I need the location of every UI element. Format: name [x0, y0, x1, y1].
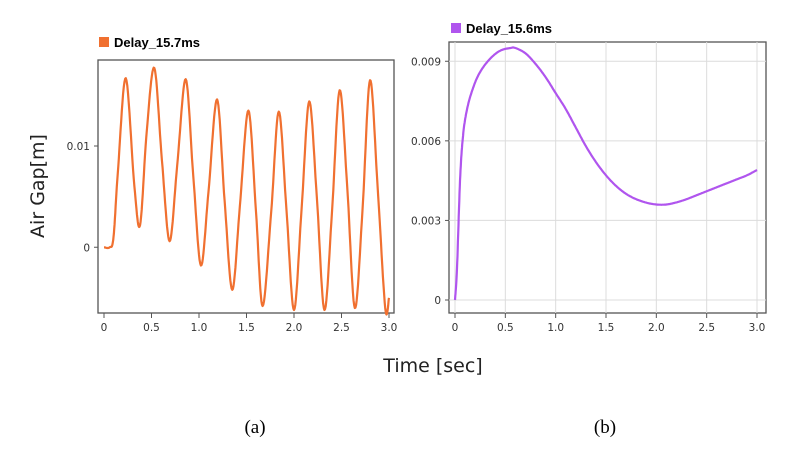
series-line-b — [453, 46, 758, 301]
x-tick-label: 0.5 — [143, 322, 160, 334]
x-tick-label: 3.0 — [749, 322, 766, 334]
legend-label-b: Delay_15.6ms — [466, 21, 552, 36]
grid-b — [449, 42, 766, 313]
y-tick-label: 0 — [434, 295, 441, 307]
caption-a: (a) — [244, 417, 265, 438]
x-axis-title: Time [sec] — [382, 355, 482, 377]
y-ticks-b: 0 0.003 0.006 0.009 — [411, 56, 449, 307]
x-tick-label: 2.0 — [286, 322, 303, 334]
x-tick-label: 0.5 — [497, 322, 514, 334]
plot-frame-a — [97, 59, 395, 314]
x-ticks-a: 0 0.5 1.0 1.5 2.0 2.5 3.0 — [101, 313, 398, 334]
x-tick-label: 2.5 — [333, 322, 350, 334]
x-ticks-b: 0 0.5 1.0 1.5 2.0 2.5 3.0 — [452, 313, 766, 334]
x-tick-label: 2.0 — [648, 322, 665, 334]
legend-swatch-a — [99, 37, 109, 47]
x-tick-label: 2.5 — [698, 322, 715, 334]
legend-swatch-b — [451, 23, 461, 33]
x-tick-label: 1.0 — [547, 322, 564, 334]
x-tick-label: 1.5 — [598, 322, 615, 334]
x-tick-label: 3.0 — [381, 322, 398, 334]
x-tick-label: 0 — [452, 322, 459, 334]
chart-panel-a: Delay_15.7ms 00.01 0 0.5 1.0 1.5 2.0 2.5 3.0 — [67, 35, 398, 334]
y-tick-label: 0.009 — [411, 56, 441, 68]
y-tick-label: 0.01 — [67, 141, 90, 153]
x-tick-label: 0 — [101, 322, 108, 334]
y-tick-label: 0.006 — [411, 136, 441, 148]
x-tick-label: 1.0 — [191, 322, 208, 334]
y-ticks-a: 00.01 — [67, 141, 98, 254]
y-axis-title: Air Gap[m] — [27, 134, 49, 238]
legend-label-a: Delay_15.7ms — [114, 35, 200, 50]
y-tick-label: 0 — [83, 242, 90, 254]
x-tick-label: 1.5 — [238, 322, 255, 334]
caption-b: (b) — [594, 417, 616, 438]
chart-panel-b: Delay_15.6ms 0 0.003 0.006 0.009 0 0.5 1.0 1.5… — [411, 21, 767, 334]
y-tick-label: 0.003 — [411, 215, 441, 227]
series-line-a — [103, 66, 391, 316]
